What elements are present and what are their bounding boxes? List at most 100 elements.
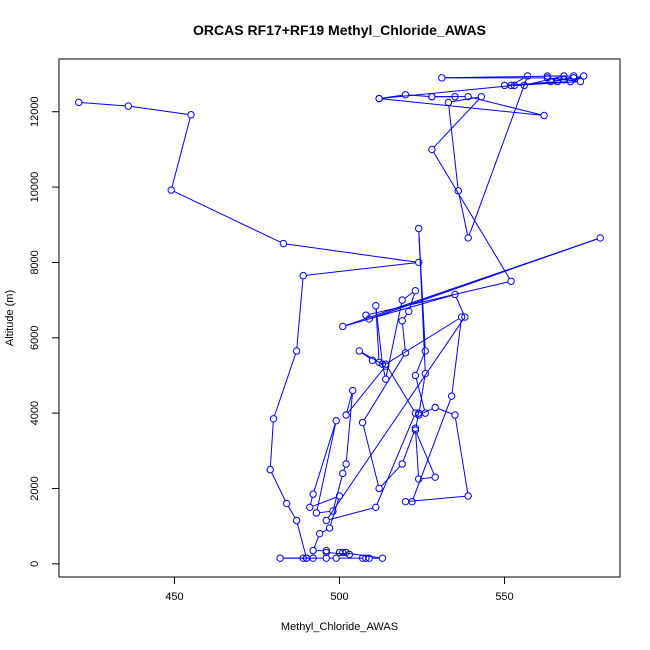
data-point [329,507,337,515]
series-segment [375,308,383,362]
series-segment [312,496,337,507]
series-segment [333,476,343,509]
data-point [375,484,383,493]
data-point [560,72,568,80]
data-point [448,392,456,400]
data-point [421,409,429,417]
series-segment [313,423,336,492]
data-point [411,286,420,295]
data-point [279,239,288,248]
series-segment [316,423,337,510]
data-point [299,554,307,562]
data-point [362,311,370,319]
x-axis-label: Methyl_Chloride_AWAS [281,621,398,633]
series-segment [327,319,464,519]
data-point [309,546,317,555]
data-point [507,277,515,285]
data-point [316,529,324,538]
data-point [461,313,469,321]
data-point [451,411,459,419]
data-point [411,409,420,417]
series-segment [415,431,419,476]
series-segment [286,243,416,263]
data-point [309,490,317,498]
series-segment [274,353,297,416]
x-tick-label: 450 [165,591,183,603]
series-segment [269,421,274,467]
data-point [576,77,585,86]
data-point [543,72,552,80]
y-tick-label: 2000 [29,476,41,500]
data-point [365,554,373,562]
series-segment [330,498,340,526]
data-point [75,98,83,107]
data-point [345,550,354,559]
data-point [415,258,423,267]
series-segment [408,94,429,97]
data-point [431,473,439,481]
data-point [332,416,340,425]
series-segment [402,323,406,350]
x-tick-label: 550 [495,591,513,603]
data-point [421,347,429,355]
data-point [292,347,301,355]
data-point [408,497,416,506]
data-point [332,554,340,562]
data-point [372,503,380,512]
series-segment [131,106,188,115]
data-point [415,224,423,233]
series-segment [376,415,415,505]
series-segment [319,510,330,514]
data-point [560,76,568,84]
data-point [335,492,344,500]
data-point [540,111,548,120]
series-segment [404,292,414,299]
data-point [411,424,420,432]
series-segment [382,85,512,99]
y-tick-label: 4000 [29,401,41,425]
data-point [401,91,410,99]
series-segment [310,497,313,505]
series-segment [438,408,453,415]
series-segment [81,102,126,107]
data-point [464,234,472,242]
data-point [411,426,420,434]
series-segment [416,353,425,373]
series-segment [402,431,415,462]
series-segment [448,105,459,188]
y-tick-label: 8000 [29,250,41,274]
data-point [375,94,383,103]
data-point [362,554,370,562]
y-axis: 0 2000 4000 6000 8000 10000 12000 [29,96,60,567]
series-segment [346,393,353,413]
series-segment [382,98,541,116]
series-segment [576,76,581,78]
data-point [464,92,472,101]
data-point [570,72,578,80]
data-point [454,187,462,195]
series-segment [388,318,460,363]
series-segment [347,368,385,413]
series-segment [313,536,320,548]
series-segment [296,523,307,556]
data-point [372,302,380,310]
data-point [457,313,466,321]
chart-title: ORCAS RF17+RF19 Methyl_Chloride_AWAS [193,22,486,38]
series-segment [415,378,425,411]
data-point [124,102,133,110]
series-segment [458,193,469,235]
data-point [415,475,423,483]
y-tick-label: 0 [29,561,41,567]
data-point [167,186,175,194]
data-point [276,554,284,562]
data-point [306,503,314,512]
data-point [382,360,390,368]
data-point [398,460,406,468]
data-point [342,460,350,468]
series-segment [287,506,296,518]
series-segment [296,278,304,348]
data-point [382,375,390,383]
series-segment [368,281,509,315]
data-point [566,77,575,86]
data-point [322,548,330,557]
